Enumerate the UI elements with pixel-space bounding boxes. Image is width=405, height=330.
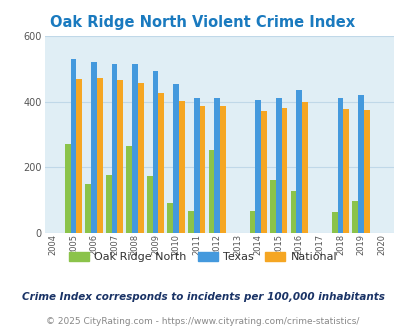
- Legend: Oak Ridge North, Texas, National: Oak Ridge North, Texas, National: [64, 248, 341, 267]
- Bar: [199, 106, 205, 233]
- Bar: [138, 83, 143, 233]
- Bar: [85, 184, 91, 233]
- Text: Crime Index corresponds to incidents per 100,000 inhabitants: Crime Index corresponds to incidents per…: [21, 292, 384, 302]
- Bar: [173, 84, 179, 233]
- Bar: [331, 212, 337, 233]
- Bar: [65, 144, 70, 233]
- Bar: [70, 59, 76, 233]
- Bar: [343, 109, 348, 233]
- Bar: [363, 110, 369, 233]
- Bar: [337, 98, 343, 233]
- Bar: [296, 90, 301, 233]
- Bar: [275, 98, 281, 233]
- Bar: [281, 108, 287, 233]
- Bar: [220, 106, 225, 233]
- Bar: [188, 211, 193, 233]
- Bar: [132, 64, 138, 233]
- Bar: [152, 71, 158, 233]
- Bar: [126, 146, 132, 233]
- Bar: [301, 102, 307, 233]
- Bar: [208, 150, 214, 233]
- Bar: [352, 201, 357, 233]
- Bar: [76, 79, 82, 233]
- Bar: [117, 80, 123, 233]
- Bar: [167, 203, 173, 233]
- Bar: [269, 180, 275, 233]
- Bar: [357, 95, 363, 233]
- Bar: [96, 78, 102, 233]
- Bar: [147, 176, 152, 233]
- Bar: [255, 100, 260, 233]
- Bar: [91, 62, 96, 233]
- Bar: [179, 101, 184, 233]
- Bar: [193, 98, 199, 233]
- Bar: [290, 191, 296, 233]
- Text: © 2025 CityRating.com - https://www.cityrating.com/crime-statistics/: © 2025 CityRating.com - https://www.city…: [46, 317, 359, 326]
- Text: Oak Ridge North Violent Crime Index: Oak Ridge North Violent Crime Index: [50, 15, 355, 30]
- Bar: [249, 212, 255, 233]
- Bar: [111, 64, 117, 233]
- Bar: [158, 93, 164, 233]
- Bar: [214, 98, 220, 233]
- Bar: [106, 175, 111, 233]
- Bar: [260, 111, 266, 233]
